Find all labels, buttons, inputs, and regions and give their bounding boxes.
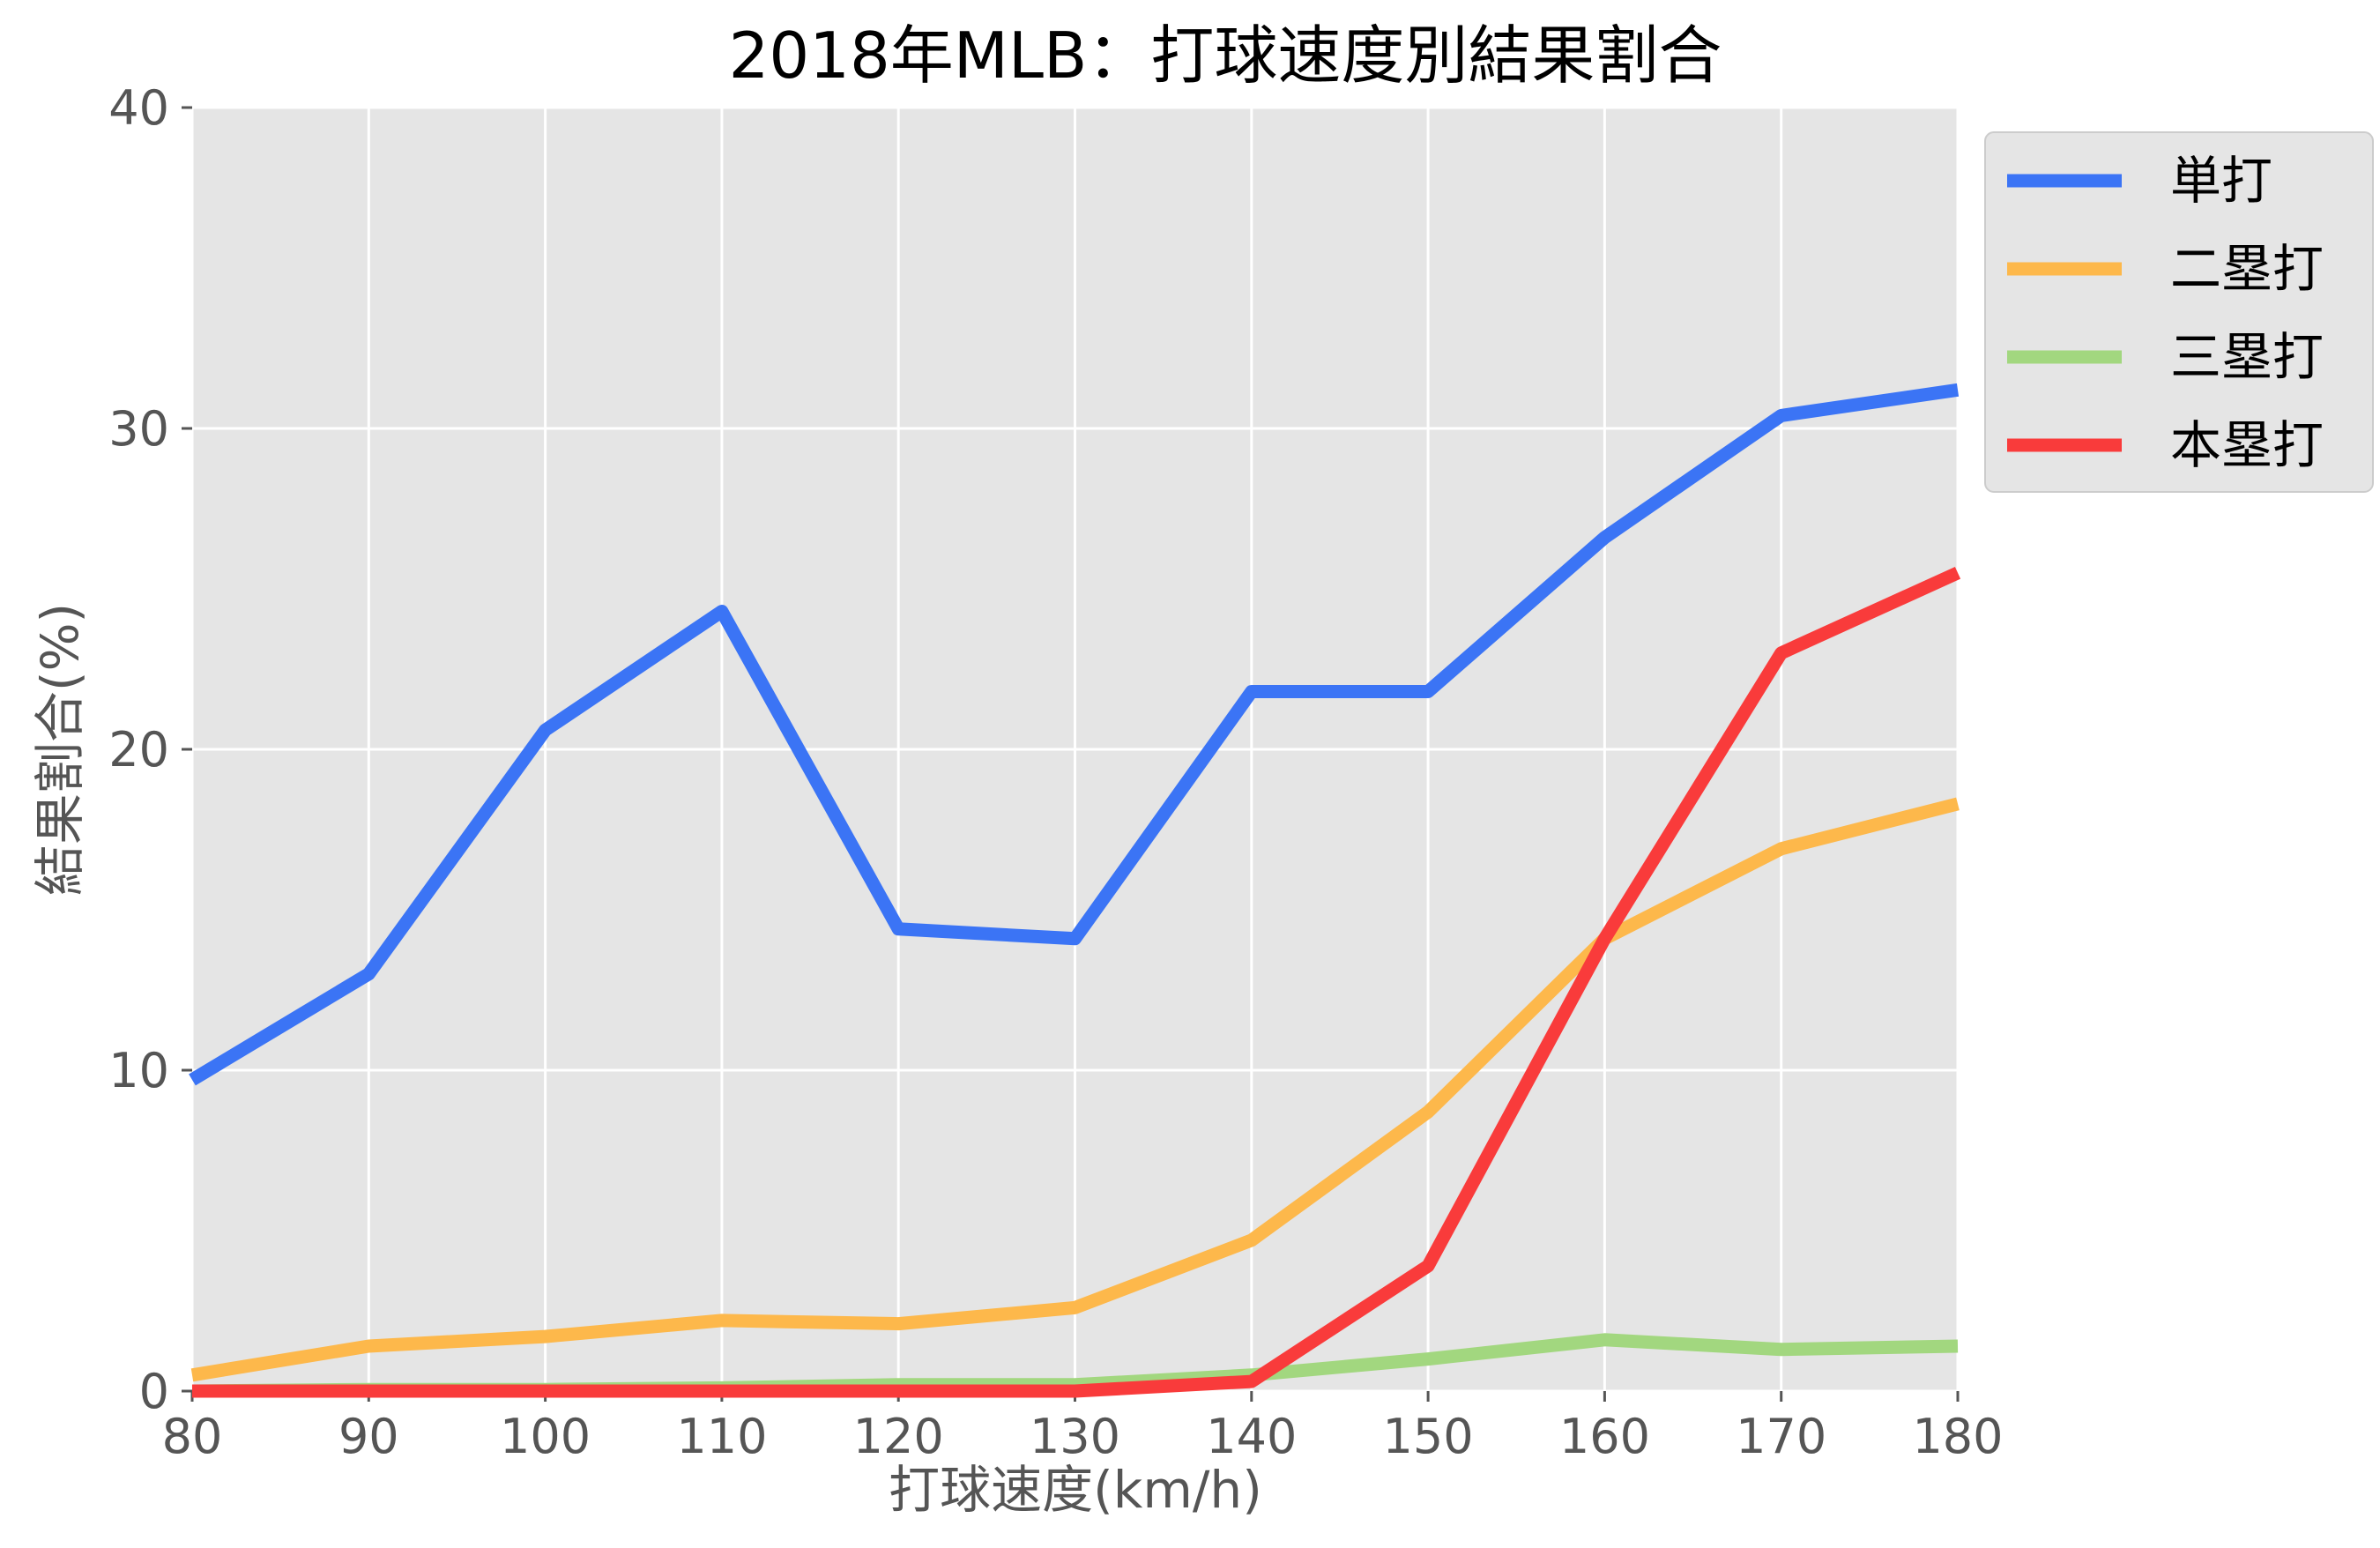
x-axis-label: 打球速度(km/h) [889, 1460, 1262, 1520]
grid-lines [190, 106, 1960, 1393]
series-line-1 [189, 383, 1960, 1086]
y-tick-label: 10 [108, 1043, 169, 1098]
x-tick-label: 90 [338, 1409, 399, 1464]
y-axis-label: 結果割合(%) [30, 603, 90, 896]
x-tick-label: 110 [676, 1409, 767, 1464]
y-tick-label: 30 [108, 401, 169, 457]
x-tick-label: 160 [1559, 1409, 1650, 1464]
series-line-2 [190, 797, 1960, 1382]
y-tick-labels: 0 10 20 30 40 [108, 80, 169, 1419]
y-tick-label: 0 [139, 1364, 169, 1419]
legend-label: 二塁打 [2170, 239, 2324, 299]
x-tick-label: 150 [1383, 1409, 1474, 1464]
legend-box [1984, 131, 2374, 493]
chart-title: 2018年MLB：打球速度別結果割合 [729, 19, 1722, 93]
x-tick-label: 170 [1736, 1409, 1826, 1464]
x-tick-label: 130 [1030, 1409, 1120, 1464]
series-line-4 [192, 566, 1961, 1398]
x-tick-labels: 80 90 100 110 120 130 140 150 160 170 180 [162, 1409, 2004, 1464]
x-tick-label: 100 [500, 1409, 591, 1464]
series-lines [189, 383, 1961, 1398]
x-tick-label: 120 [853, 1409, 944, 1464]
y-tick-label: 20 [108, 722, 169, 778]
legend-label: 三塁打 [2170, 327, 2324, 387]
x-tick-label: 80 [162, 1409, 223, 1464]
x-tick-label: 140 [1206, 1409, 1297, 1464]
x-tick-label: 180 [1912, 1409, 2003, 1464]
legend-label: 本塁打 [2170, 415, 2324, 475]
legend-label: 単打 [2170, 151, 2272, 211]
y-tick-label: 40 [108, 80, 169, 136]
